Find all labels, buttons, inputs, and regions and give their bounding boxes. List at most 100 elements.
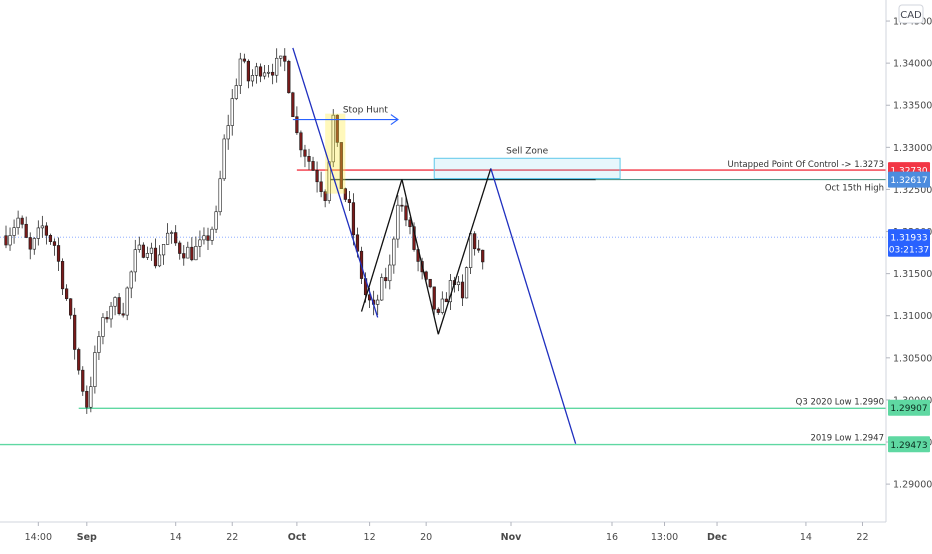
- candle-body: [291, 92, 295, 118]
- candle-body: [246, 60, 251, 82]
- candle-body: [129, 271, 133, 289]
- annotation-labels: Untapped Point Of Control -> 1.3273 Oct 1…: [343, 106, 884, 444]
- candle-body: [182, 253, 186, 259]
- candle-body: [299, 132, 303, 151]
- candle-body: [283, 55, 287, 62]
- candle-body: [319, 181, 323, 192]
- candle-body: [481, 249, 485, 263]
- x-tick-label: Nov: [501, 532, 522, 543]
- candle-body: [307, 156, 311, 162]
- price-marker: [888, 399, 930, 416]
- candle-body: [40, 225, 44, 229]
- candle-body: [376, 299, 380, 305]
- candle-body: [218, 178, 222, 213]
- price-marker: [888, 240, 930, 257]
- candle-body: [206, 235, 210, 241]
- candle-body: [36, 227, 40, 239]
- candle-body: [440, 298, 444, 313]
- candle-body: [149, 247, 154, 254]
- candle-body: [428, 278, 432, 288]
- candle-body: [97, 336, 101, 353]
- candle-body: [20, 217, 24, 225]
- y-tick-label: 1.34000: [893, 59, 932, 70]
- price-marker-label: 1.31933: [890, 234, 927, 244]
- time-axis[interactable]: 14:00 Sep 14 22 Oct 12 20 Nov 16 13:00 Dec 14 22: [25, 522, 869, 543]
- candle-body: [93, 352, 97, 387]
- candle-body: [436, 308, 440, 313]
- candle-body: [28, 237, 32, 250]
- price-marker: [888, 436, 930, 453]
- candle-body: [101, 317, 105, 337]
- candle-body: [347, 199, 352, 203]
- candle-body: [69, 298, 73, 316]
- candle-body: [4, 235, 8, 246]
- y-tick-label: 1.31500: [893, 269, 932, 280]
- candle-body: [141, 244, 145, 258]
- candle-body: [105, 317, 109, 320]
- candle-body: [351, 202, 356, 236]
- candle-body: [56, 245, 61, 262]
- candle-body: [222, 138, 226, 180]
- q3-low-label: Q3 2020 Low 1.2990: [796, 397, 884, 407]
- candle-body: [166, 232, 170, 245]
- y-tick-label: 1.33500: [893, 101, 932, 112]
- candle-body: [396, 204, 400, 240]
- candle-body: [210, 228, 214, 241]
- candle-body: [198, 239, 202, 247]
- pattern-segment: [437, 168, 492, 335]
- candle-body: [388, 264, 392, 282]
- candle-body: [65, 288, 69, 300]
- x-tick-label: 13:00: [651, 532, 678, 543]
- candle-body: [137, 244, 141, 250]
- candle-body: [295, 116, 299, 134]
- candle-body: [16, 217, 20, 228]
- candle-body: [432, 286, 436, 310]
- candle-body: [77, 349, 81, 371]
- candle-body: [73, 314, 77, 350]
- price-marker-label: 1.29473: [890, 441, 927, 451]
- candle-body: [153, 247, 158, 267]
- candle-body: [170, 232, 174, 234]
- x-tick-label: Oct: [288, 532, 307, 543]
- y-tick-label: 1.30500: [893, 353, 932, 364]
- stop-hunt-label: Stop Hunt: [343, 106, 388, 116]
- candle-body: [48, 235, 53, 242]
- candle-body: [89, 386, 93, 408]
- candle-body: [323, 191, 327, 201]
- candle-body: [113, 297, 117, 307]
- y-tick-label: 1.33000: [893, 143, 932, 154]
- price-marker: [888, 171, 930, 188]
- candle-body: [8, 235, 12, 246]
- candle-body: [52, 241, 57, 246]
- candle-body: [145, 253, 150, 258]
- candle-body: [234, 85, 238, 99]
- candle-body: [460, 281, 465, 299]
- candle-body: [44, 225, 48, 236]
- currency-badge[interactable]: CAD: [898, 4, 924, 24]
- candle-body: [335, 114, 339, 143]
- x-tick-label: 22: [226, 532, 238, 543]
- candle-body: [242, 58, 246, 62]
- x-tick-label: 22: [856, 532, 868, 543]
- candle-body: [214, 211, 218, 230]
- level-lines: [0, 169, 886, 446]
- candle-body: [230, 98, 234, 126]
- stop-hunt-box: [325, 113, 346, 194]
- candle-body: [190, 246, 194, 261]
- x-tick-label: 20: [420, 532, 432, 543]
- candle-body: [473, 233, 477, 250]
- x-tick-label: Sep: [77, 532, 97, 543]
- candle-body: [109, 305, 113, 320]
- drawings: [292, 47, 621, 444]
- candle-body: [238, 58, 242, 86]
- pattern-segment: [401, 179, 439, 335]
- candle-body: [392, 238, 396, 266]
- currency-badge-label: CAD: [900, 10, 922, 21]
- candle-body: [315, 169, 319, 183]
- candle-body: [226, 125, 230, 140]
- candle-body: [32, 238, 36, 250]
- candle-body: [287, 60, 291, 94]
